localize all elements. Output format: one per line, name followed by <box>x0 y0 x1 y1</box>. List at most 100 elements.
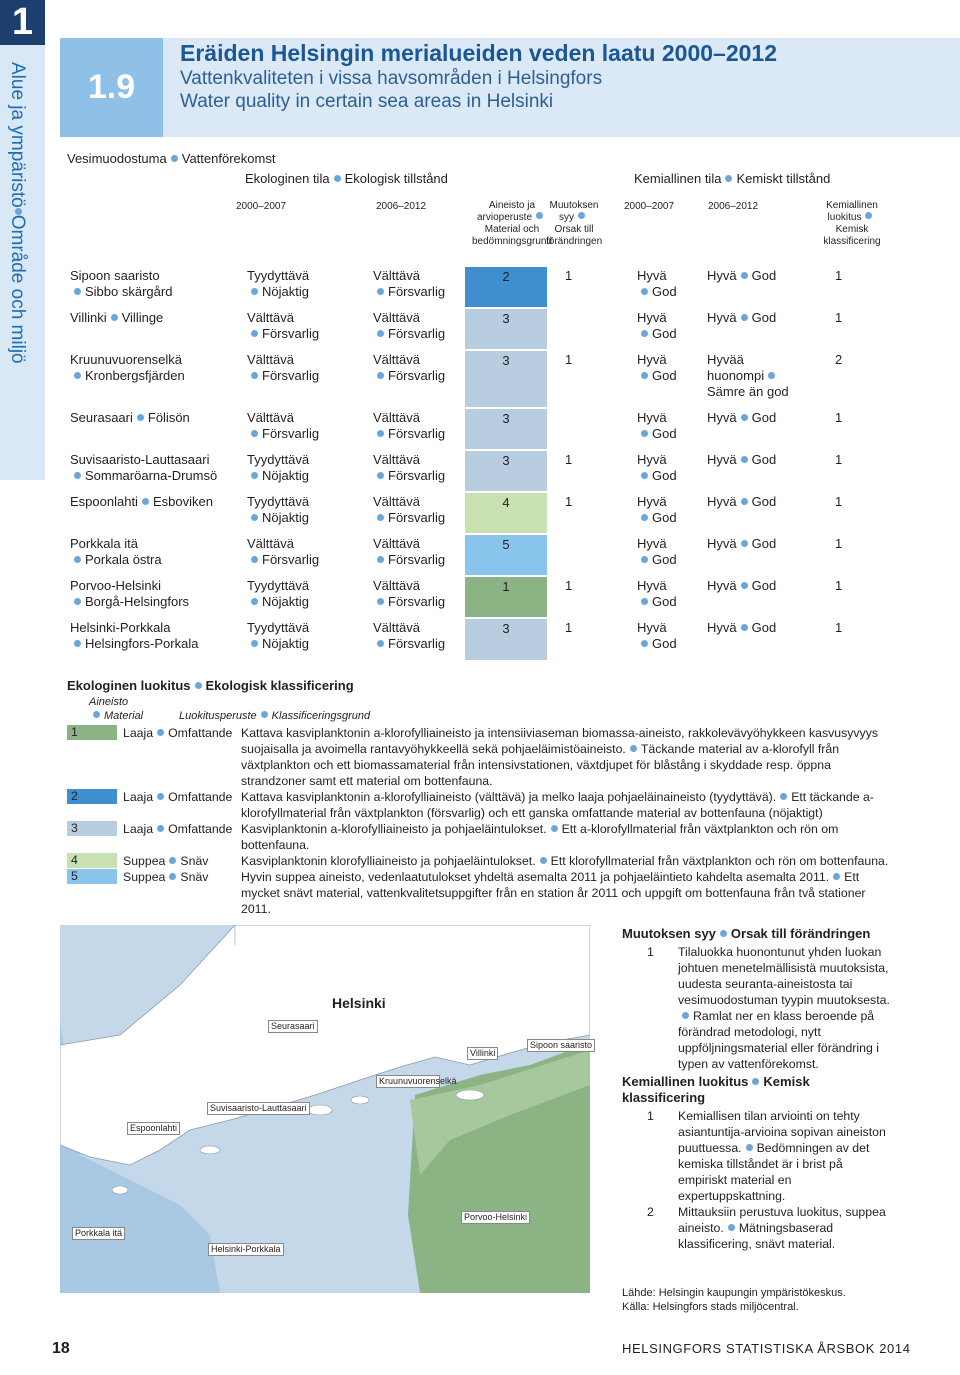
text-fi: Mittauksiin perustuva luokitus, suppea a… <box>678 1205 886 1235</box>
chem-status: Hyvää huonompiSämre än god <box>707 350 817 408</box>
chem-status: Hyvä God <box>637 534 707 576</box>
text-sv: Försvarlig <box>388 284 446 299</box>
text-fi: Välttävä <box>247 410 294 425</box>
publication: HELSINGFORS STATISTISKA ÅRSBOK 2014 <box>622 1341 911 1356</box>
text-sv: God <box>652 636 677 651</box>
text-sv: Sommaröarna-Drumsö <box>85 468 218 483</box>
text-fi: Välttävä <box>373 452 420 467</box>
text-sv: Orsak till förändringen <box>546 224 603 247</box>
bullet <box>725 175 733 182</box>
text-fi: Tyydyttävä <box>247 620 310 635</box>
text-fi: Laaja <box>123 726 154 740</box>
text-sv: Ett täckande a-klorofyllmaterial från vä… <box>241 790 874 820</box>
chem-status: Hyvä God <box>637 618 707 660</box>
bullet <box>74 640 81 647</box>
table-row: Porkkala itä Porkala östra Välttävä Försvar… <box>70 533 875 576</box>
chem-class: 1 <box>817 618 875 660</box>
chem-class-value: 1 <box>835 578 843 593</box>
bullet <box>110 314 118 321</box>
text-sv: Kemisk klassificering <box>823 224 881 247</box>
island <box>307 1104 333 1116</box>
map-label: Espoonlahti <box>127 1122 181 1135</box>
legend-extent: Suppea Snäv <box>123 853 235 869</box>
bullet <box>578 212 585 219</box>
change-value: 1 <box>565 620 573 635</box>
bullet <box>251 372 258 379</box>
text-sv: Snäv <box>180 870 209 884</box>
text-fi: Hyvä <box>707 452 737 467</box>
bullet <box>251 556 258 563</box>
bullet <box>74 472 81 479</box>
text-fi: Välttävä <box>373 578 420 593</box>
map <box>60 925 590 1293</box>
text-sv: Område och miljö <box>7 214 28 364</box>
legend-code-cell: 3 <box>67 821 117 853</box>
text-sv: Försvarlig <box>262 368 320 383</box>
text-sv: God <box>652 468 677 483</box>
text-fi: Välttävä <box>373 352 420 367</box>
page-number: 18 <box>52 1340 70 1357</box>
text-sv: Nöjaktig <box>262 636 309 651</box>
text-sv: Sibbo skärgård <box>85 284 173 299</box>
text-sv: Borgå-Helsingfors <box>85 594 190 609</box>
eco-status: Välttävä Försvarlig <box>373 408 465 450</box>
text-fi: Seurasaari <box>70 410 133 425</box>
note-code: 1 <box>647 1109 654 1123</box>
text-fi: Välttävä <box>247 536 294 551</box>
bullet <box>377 330 384 337</box>
material-value: 3 <box>502 621 510 636</box>
note-text: Mittauksiin perustuva luokitus, suppea a… <box>678 1204 892 1252</box>
table-row: Espoonlahti Esboviken Tyydyttävä Nöjaktig Vä… <box>70 491 875 534</box>
island <box>111 1185 129 1195</box>
change-reason: 1 <box>547 618 637 660</box>
text-fi: Hyvää huonompi <box>707 352 765 383</box>
bullet <box>251 514 258 521</box>
change-reason: 1 <box>547 492 637 534</box>
header-band <box>60 38 960 137</box>
column-header: Kemiallinen luokitusKemisk klassificerin… <box>816 200 888 248</box>
text-sv: Försvarlig <box>262 426 320 441</box>
bullet <box>169 857 177 864</box>
bullet <box>641 640 648 647</box>
text-fi: Alue ja ympäristö <box>7 62 28 208</box>
legend-text: Kattava kasviplanktonin a-klorofylliaine… <box>241 725 896 789</box>
change-reason <box>547 308 637 350</box>
text-sv: Fölisön <box>147 410 190 425</box>
chem-status: Hyvä God <box>707 408 817 450</box>
bullet <box>157 825 165 832</box>
eco-status: Välttävä Försvarlig <box>373 576 465 618</box>
chem-class-value: 1 <box>835 536 843 551</box>
note-grid: 1 Kemiallisen tilan arviointi on tehty as… <box>622 1108 892 1252</box>
column-header: Aineisto ja arvioperusteMaterial och bed… <box>472 200 552 248</box>
map-label: Villinki <box>467 1047 499 1060</box>
text-sv: God <box>652 426 677 441</box>
text-fi: Luokitusperuste <box>179 710 257 722</box>
text-fi: Aineisto ja arvioperuste <box>476 200 536 223</box>
bullet <box>377 372 384 379</box>
text-sv: Försvarlig <box>388 594 446 609</box>
eco-status: Välttävä Försvarlig <box>373 266 465 308</box>
text-sv: Ekologisk klassificering <box>205 678 354 693</box>
table-row: Suvisaaristo-Lauttasaari Sommaröarna-Drum… <box>70 449 875 492</box>
text-fi: Ekologinen luokitus <box>67 678 191 693</box>
period-header: 2006–2012 <box>708 201 759 212</box>
text-fi: Välttävä <box>373 536 420 551</box>
bullet <box>641 472 648 479</box>
text-sv: Omfattande <box>168 790 233 804</box>
water-body: Porvoo-Helsinki Borgå-Helsingfors <box>70 576 247 618</box>
basis: Luokitusperuste Klassificeringsgrund <box>179 709 370 723</box>
material-class: 4 <box>465 491 547 534</box>
text-fi: Muutoksen syy <box>549 200 599 223</box>
note-text: Kemiallisen tilan arviointi on tehty asi… <box>678 1108 892 1204</box>
text-sv: Försvarlig <box>388 552 446 567</box>
chem-status: Hyvä God <box>637 576 707 618</box>
bullet <box>169 873 177 880</box>
text-sv: Esboviken <box>152 494 213 509</box>
text-fi: Hyvä <box>707 578 737 593</box>
material-class: 3 <box>465 307 547 350</box>
change-reason: 1 <box>547 450 637 492</box>
text-fi: Suvisaaristo-Lauttasaari <box>70 452 210 467</box>
bullet <box>740 582 748 589</box>
bullet <box>740 314 748 321</box>
chem-class: 1 <box>817 492 875 534</box>
